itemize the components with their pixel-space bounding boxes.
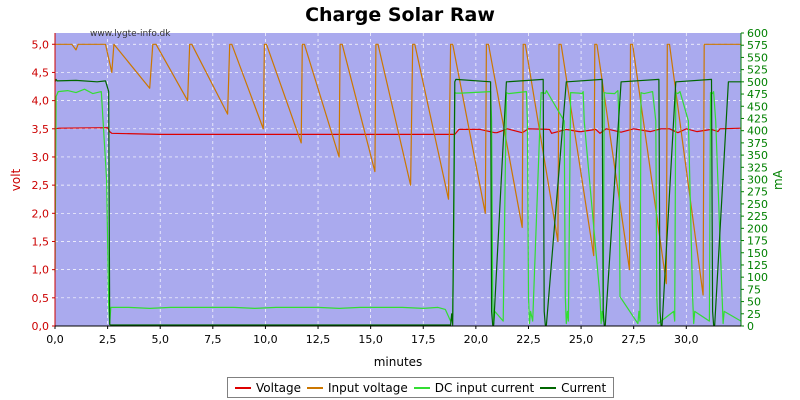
legend-label-voltage: Voltage <box>256 380 302 395</box>
x-tick-label: 17,5 <box>411 333 436 346</box>
y-left-tick-label: 4,0 <box>32 95 50 108</box>
x-tick-label: 27,5 <box>621 333 646 346</box>
y-right-tick-label: 400 <box>747 125 768 138</box>
legend-label-dc-input-current: DC input current <box>434 380 535 395</box>
y-right-tick-label: 550 <box>747 51 768 64</box>
legend: Voltage Input voltage DC input current C… <box>227 377 615 398</box>
series-layer <box>54 43 742 326</box>
y-right-tick-label: 350 <box>747 149 768 162</box>
y-right-tick-label: 525 <box>747 64 768 77</box>
y-left-tick-label: 3,5 <box>32 123 50 136</box>
y-right-tick-label: 200 <box>747 222 768 235</box>
series-line-current <box>54 78 741 326</box>
y-left-tick-label: 1,0 <box>32 264 50 277</box>
x-tick-label: 0,0 <box>46 333 64 346</box>
x-tick-label: 12,5 <box>306 333 331 346</box>
x-axis-label: minutes <box>374 355 423 369</box>
y-left-tick-label: 3,0 <box>32 151 50 164</box>
y-right-tick-label: 0 <box>747 320 754 333</box>
y-right-tick-label: 75 <box>747 283 761 296</box>
legend-item-dc-input-current: DC input current <box>413 380 535 395</box>
y-right-tick-label: 125 <box>747 259 768 272</box>
y-left-tick-label: 1,5 <box>32 235 50 248</box>
x-tick-label: 20,0 <box>464 333 489 346</box>
y-right-tick-label: 225 <box>747 210 768 223</box>
y-left-tick-label: 0,0 <box>32 320 50 333</box>
y-right-tick-label: 450 <box>747 100 768 113</box>
x-tick-label: 22,5 <box>516 333 541 346</box>
x-tick-label: 2,5 <box>99 333 117 346</box>
series-line-dc-input-current <box>54 88 742 325</box>
legend-swatch-input-voltage <box>307 386 324 389</box>
y-right-tick-label: 300 <box>747 174 768 187</box>
x-tick-label: 10,0 <box>253 333 278 346</box>
legend-item-input-voltage: Input voltage <box>307 381 408 395</box>
x-axis-ticks: 0,0 2,5 5,0 7,5 10,0 12,5 15,0 17,5 20,0 22,5 25,0… <box>46 326 699 346</box>
left-axis-ticks: 0,0 0,5 1,0 1,5 2,0 2,5 3,0 3,5 4,0 4,5 5,0 <box>32 38 55 333</box>
y-right-tick-label: 325 <box>747 161 768 174</box>
y-right-tick-label: 425 <box>747 112 768 125</box>
left-axis-label: volt <box>9 168 23 191</box>
series-line-input-voltage <box>55 43 741 296</box>
y-right-tick-label: 600 <box>747 27 768 40</box>
legend-label-input-voltage: Input voltage <box>328 380 408 395</box>
y-left-tick-label: 4,5 <box>32 66 50 79</box>
series-line-voltage <box>54 127 742 135</box>
x-tick-label: 5,0 <box>151 333 169 346</box>
y-left-tick-label: 2,0 <box>32 207 50 220</box>
legend-item-current: Current <box>540 381 606 395</box>
y-left-tick-label: 2,5 <box>32 179 50 192</box>
y-right-tick-label: 375 <box>747 137 768 150</box>
right-axis-ticks: 0255075100125150175200225250275300325350… <box>741 27 768 333</box>
y-right-tick-label: 25 <box>747 308 761 321</box>
y-right-tick-label: 275 <box>747 186 768 199</box>
right-axis-label: mA <box>771 169 785 190</box>
plot-area <box>55 33 741 326</box>
legend-label-current: Current <box>561 380 607 395</box>
x-tick-label: 25,0 <box>569 333 594 346</box>
y-right-tick-label: 500 <box>747 76 768 89</box>
x-tick-label: 7,5 <box>204 333 222 346</box>
y-right-tick-label: 100 <box>747 271 768 284</box>
y-right-tick-label: 475 <box>747 88 768 101</box>
x-tick-label: 15,0 <box>358 333 383 346</box>
legend-swatch-dc-input-current <box>413 386 430 389</box>
legend-swatch-voltage <box>235 386 251 389</box>
y-left-tick-label: 0,5 <box>32 292 50 305</box>
y-right-tick-label: 50 <box>747 296 761 309</box>
chart-title: Charge Solar Raw <box>305 4 495 26</box>
y-right-tick-label: 250 <box>747 198 768 211</box>
x-tick-label: 30,0 <box>674 333 699 346</box>
y-right-tick-label: 575 <box>747 39 768 52</box>
y-right-tick-label: 175 <box>747 235 768 248</box>
legend-item-voltage: Voltage <box>235 381 301 395</box>
grid-lines <box>54 33 741 326</box>
y-right-tick-label: 150 <box>747 247 768 260</box>
legend-swatch-current <box>540 386 557 389</box>
watermark: www.lygte-info.dk <box>90 29 171 39</box>
y-left-tick-label: 5,0 <box>32 38 50 51</box>
